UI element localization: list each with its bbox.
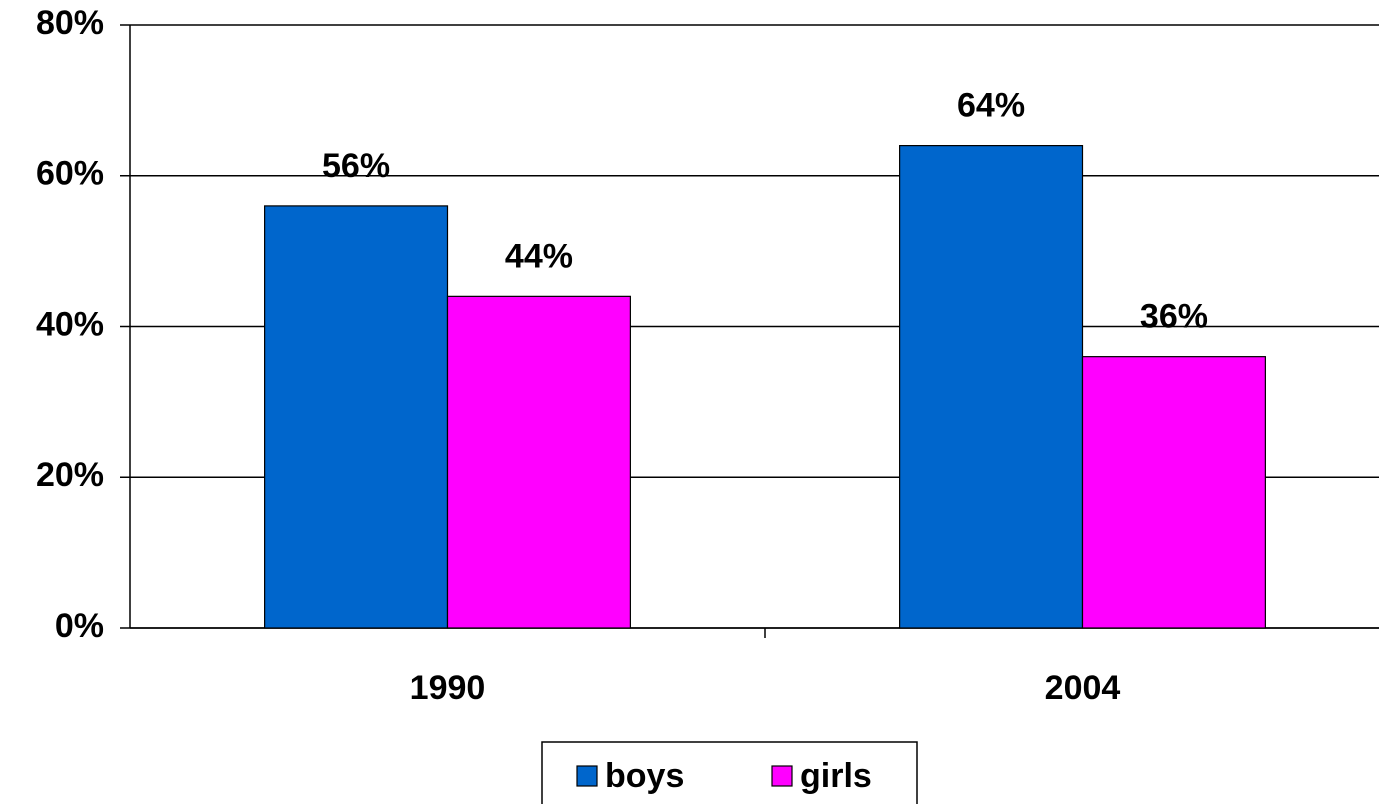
value-label: 36% bbox=[1140, 298, 1208, 336]
bar bbox=[1081, 356, 1266, 629]
legend-label: boys bbox=[605, 757, 684, 795]
y-tick-label: 20% bbox=[36, 456, 104, 494]
bar bbox=[446, 295, 631, 629]
legend-label: girls bbox=[800, 757, 872, 795]
value-label: 44% bbox=[505, 237, 573, 275]
legend-swatch bbox=[576, 765, 598, 787]
bar bbox=[264, 205, 449, 629]
x-tick-label: 2004 bbox=[1045, 669, 1121, 707]
legend-box bbox=[541, 741, 918, 804]
y-tick-label: 60% bbox=[36, 155, 104, 193]
x-tick-label: 1990 bbox=[410, 669, 486, 707]
plot-area: 0% 20% 40% 60% 80% 1990 56% 44% 2004 64% 36% bbox=[36, 4, 1379, 707]
y-tick-label: 80% bbox=[36, 4, 104, 42]
value-label: 64% bbox=[957, 87, 1025, 125]
y-tick-label: 40% bbox=[36, 305, 104, 343]
bar bbox=[899, 145, 1084, 629]
legend: boys girls bbox=[541, 741, 918, 804]
y-tick-label: 0% bbox=[55, 607, 104, 645]
value-label: 56% bbox=[322, 147, 390, 185]
legend-swatch bbox=[771, 765, 793, 787]
